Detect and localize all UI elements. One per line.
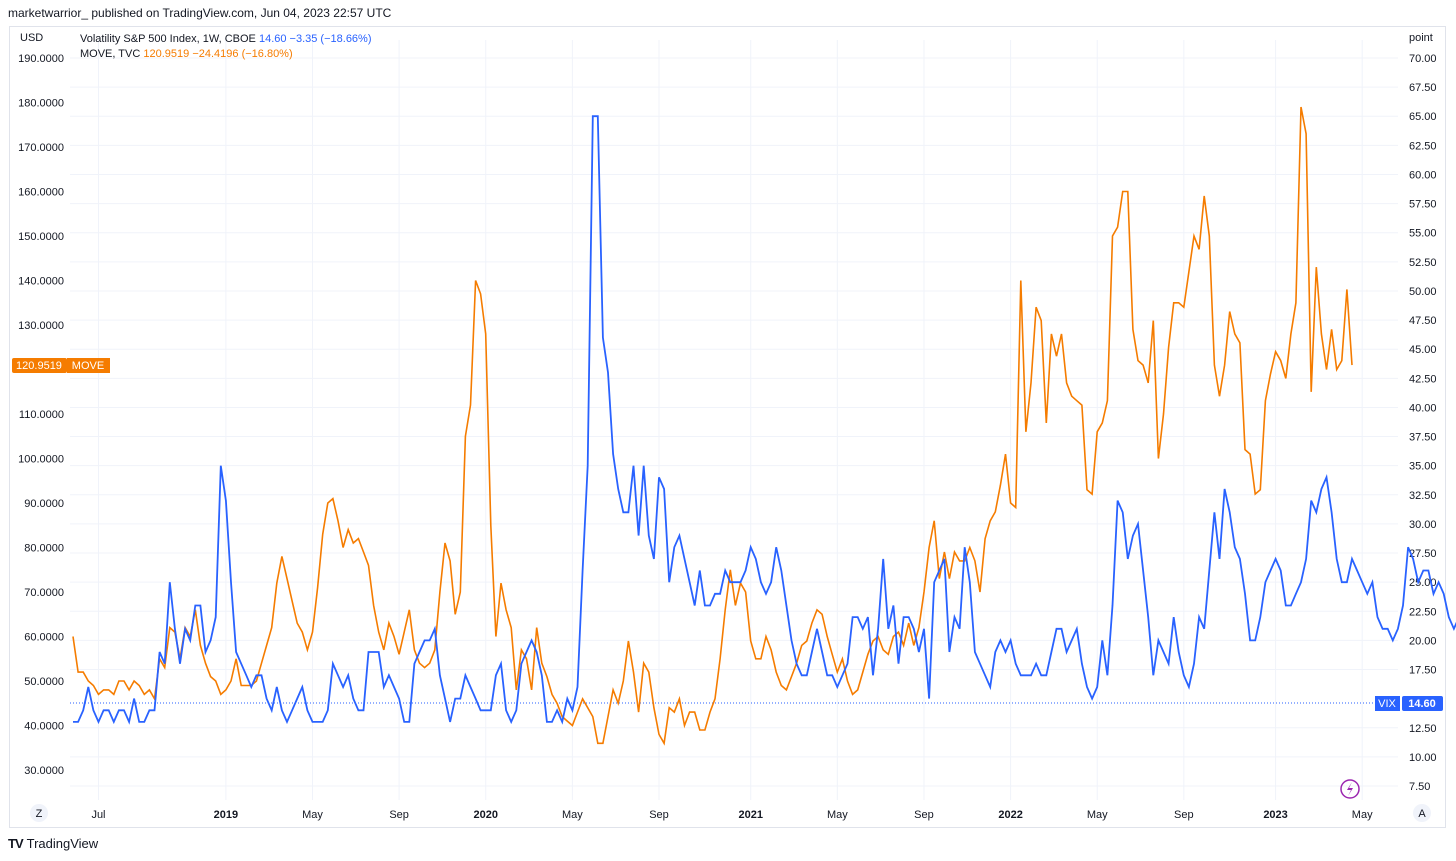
move-badge-value: 120.9519	[16, 360, 62, 372]
a-button[interactable]: A	[1413, 804, 1431, 822]
left-tick-label: 90.0000	[24, 498, 64, 510]
right-tick-label: 17.50	[1409, 665, 1437, 677]
chart-frame	[9, 26, 1446, 828]
right-tick-label: 47.50	[1409, 315, 1437, 327]
x-tick-label: Sep	[389, 809, 409, 821]
move-badge: 120.9519 MOVE	[12, 358, 110, 373]
vix-series-line	[73, 115, 1456, 725]
legend-vix-row: Volatility S&P 500 Index, 1W, CBOE 14.60…	[80, 32, 372, 47]
x-tick-label: Jul	[91, 809, 105, 821]
footer-brand[interactable]: TV TradingView	[8, 836, 98, 851]
right-tick-label: 12.50	[1409, 723, 1437, 735]
x-tick-label: May	[562, 809, 583, 821]
legend-move-last: 120.9519	[143, 48, 190, 60]
left-tick-label: 140.0000	[18, 276, 64, 288]
vix-badge: VIX 14.60	[1375, 696, 1443, 711]
right-tick-label: 57.50	[1409, 199, 1437, 211]
right-tick-label: 65.00	[1409, 111, 1437, 123]
right-axis-ticks: 70.00 67.50 65.00 62.50 60.00 57.50 55.00 52.50…	[1409, 53, 1437, 793]
right-tick-label: 10.00	[1409, 752, 1437, 764]
right-tick-label: 62.50	[1409, 140, 1437, 152]
right-tick-label: 52.50	[1409, 257, 1437, 269]
left-tick-label: 100.0000	[18, 454, 64, 466]
legend-vix-change: −3.35 (−18.66%)	[289, 33, 372, 45]
a-button-label: A	[1418, 808, 1426, 820]
move-series-line	[72, 106, 1353, 746]
x-tick-label: 2022	[998, 809, 1022, 821]
left-tick-label: 180.0000	[18, 98, 64, 110]
left-tick-label: 160.0000	[18, 187, 64, 199]
left-tick-label: 170.0000	[18, 142, 64, 154]
legend-move-name: MOVE, TVC	[80, 48, 141, 60]
publisher-header: marketwarrior_ published on TradingView.…	[8, 6, 392, 20]
right-tick-label: 30.00	[1409, 519, 1437, 531]
x-tick-label: Sep	[1174, 809, 1194, 821]
right-tick-label: 20.00	[1409, 635, 1437, 647]
right-tick-label: 67.50	[1409, 82, 1437, 94]
left-tick-label: 110.0000	[19, 409, 64, 421]
right-tick-label: 50.00	[1409, 286, 1437, 298]
tradingview-wordmark: TradingView	[26, 836, 99, 851]
right-axis-unit: point	[1409, 32, 1433, 44]
tradingview-logo-icon: TV	[8, 836, 24, 851]
x-tick-label: 2023	[1263, 809, 1287, 821]
left-axis-unit: USD	[20, 32, 44, 44]
right-tick-label: 55.00	[1409, 228, 1437, 240]
move-badge-label: MOVE	[72, 360, 104, 372]
right-tick-label: 42.50	[1409, 373, 1437, 385]
x-tick-label: May	[827, 809, 848, 821]
right-tick-label: 22.50	[1409, 606, 1437, 618]
left-tick-label: 60.0000	[24, 632, 64, 644]
x-tick-label: Sep	[914, 809, 934, 821]
left-axis-ticks: 190.0000 180.0000 170.0000 160.0000 150.0000…	[18, 53, 64, 777]
left-tick-label: 40.0000	[24, 721, 64, 733]
x-tick-label: 2020	[474, 809, 498, 821]
x-tick-label: Sep	[649, 809, 669, 821]
left-tick-label: 30.0000	[24, 765, 64, 777]
right-tick-label: 37.50	[1409, 432, 1437, 444]
x-tick-label: May	[302, 809, 323, 821]
x-tick-label: 2021	[738, 809, 762, 821]
left-tick-label: 80.0000	[24, 543, 64, 555]
x-tick-label: May	[1352, 809, 1373, 821]
right-tick-label: 32.50	[1409, 490, 1437, 502]
legend-vix-name: Volatility S&P 500 Index, 1W, CBOE	[80, 33, 256, 45]
legend-move-row: MOVE, TVC 120.9519 −24.4196 (−16.80%)	[80, 47, 372, 62]
z-button-label: Z	[36, 808, 43, 820]
right-tick-label: 45.00	[1409, 344, 1437, 356]
left-tick-label: 50.0000	[24, 676, 64, 688]
right-tick-label: 35.00	[1409, 461, 1437, 473]
left-tick-label: 130.0000	[18, 320, 64, 332]
right-tick-label: 27.50	[1409, 548, 1437, 560]
x-tick-label: May	[1087, 809, 1108, 821]
legend-vix-last: 14.60	[258, 33, 287, 45]
legend-move-change: −24.4196 (−16.80%)	[192, 48, 293, 60]
legend: Volatility S&P 500 Index, 1W, CBOE 14.60…	[80, 32, 372, 62]
lightning-icon[interactable]	[1340, 779, 1360, 799]
vix-badge-label: VIX	[1378, 698, 1396, 710]
left-tick-label: 190.0000	[18, 53, 64, 65]
z-button[interactable]: Z	[30, 804, 48, 822]
x-axis-ticks: Jul 2019 May Sep 2020 May Sep 2021 May Sep 2022 May…	[91, 809, 1373, 821]
left-tick-label: 70.0000	[24, 587, 64, 599]
vix-badge-value: 14.60	[1408, 698, 1436, 710]
right-tick-label: 40.00	[1409, 402, 1437, 414]
grid	[70, 40, 1398, 800]
right-tick-label: 7.50	[1409, 781, 1430, 793]
x-tick-label: 2019	[214, 809, 238, 821]
right-tick-label: 70.00	[1409, 53, 1437, 65]
left-tick-label: 150.0000	[18, 231, 64, 243]
right-tick-label: 60.00	[1409, 169, 1437, 181]
